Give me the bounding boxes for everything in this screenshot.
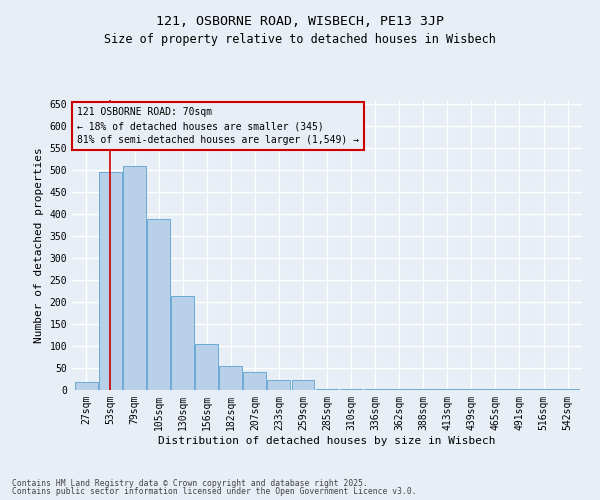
Bar [268, 380, 290, 390]
Bar [316, 388, 338, 390]
Bar [340, 388, 362, 390]
Text: 121 OSBORNE ROAD: 70sqm
← 18% of detached houses are smaller (345)
81% of semi-d: 121 OSBORNE ROAD: 70sqm ← 18% of detache… [77, 108, 359, 145]
Bar [484, 388, 507, 390]
Bar [147, 218, 170, 390]
Bar [508, 389, 531, 390]
Bar [460, 389, 483, 390]
Bar [220, 366, 242, 390]
Bar [171, 296, 194, 390]
Bar [123, 166, 146, 390]
X-axis label: Distribution of detached houses by size in Wisbech: Distribution of detached houses by size … [158, 436, 496, 446]
Bar [436, 388, 459, 390]
Bar [556, 389, 579, 390]
Bar [364, 388, 386, 390]
Bar [388, 388, 410, 390]
Bar [244, 372, 266, 390]
Y-axis label: Number of detached properties: Number of detached properties [34, 147, 44, 343]
Bar [412, 388, 434, 390]
Bar [292, 380, 314, 390]
Bar [195, 344, 218, 390]
Text: Size of property relative to detached houses in Wisbech: Size of property relative to detached ho… [104, 32, 496, 46]
Bar [532, 388, 555, 390]
Bar [75, 382, 98, 390]
Bar [99, 172, 122, 390]
Text: 121, OSBORNE ROAD, WISBECH, PE13 3JP: 121, OSBORNE ROAD, WISBECH, PE13 3JP [156, 15, 444, 28]
Text: Contains HM Land Registry data © Crown copyright and database right 2025.: Contains HM Land Registry data © Crown c… [12, 478, 368, 488]
Text: Contains public sector information licensed under the Open Government Licence v3: Contains public sector information licen… [12, 487, 416, 496]
